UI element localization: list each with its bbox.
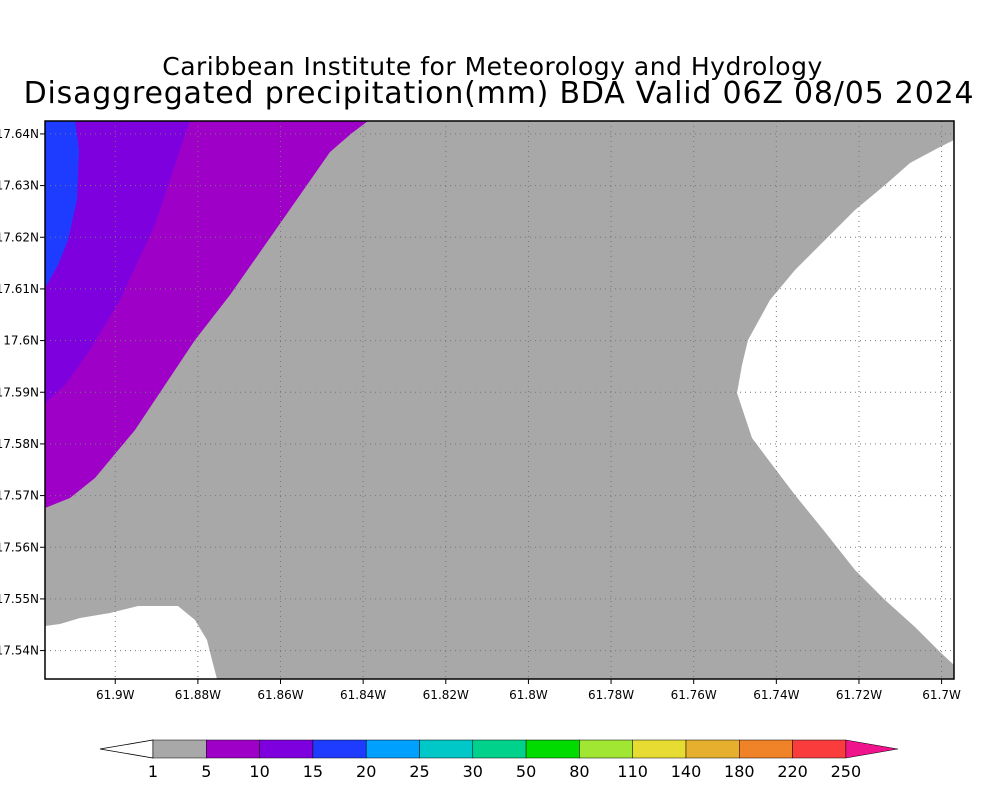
lon-tick-label: 61.88W — [175, 688, 221, 702]
lat-tick-label: 17.59N — [0, 385, 39, 399]
lat-tick-label: 17.54N — [0, 644, 39, 658]
lon-tick-label: 61.9W — [96, 688, 135, 702]
colorbar-level-label: 140 — [671, 762, 702, 781]
colorbar-level-label: 20 — [356, 762, 376, 781]
lon-tick-label: 61.7W — [922, 688, 961, 702]
colorbar-swatch — [206, 739, 260, 759]
lon-tick-label: 61.84W — [340, 688, 386, 702]
lon-tick-label: 61.74W — [753, 688, 799, 702]
region-15-20mm — [45, 121, 79, 288]
colorbar-swatch — [632, 739, 687, 759]
colorbar-under-triangle — [99, 739, 154, 759]
map-frame — [44, 120, 955, 680]
colorbar-level-label: 15 — [303, 762, 323, 781]
region-1-5mm — [45, 121, 954, 679]
colorbar-swatch — [472, 739, 527, 759]
colorbar-level-label: 25 — [409, 762, 429, 781]
colorbar-level-label: 50 — [516, 762, 536, 781]
colorbar-level-label: 180 — [724, 762, 755, 781]
colorbar-swatch — [579, 739, 633, 759]
colorbar-swatch — [259, 739, 314, 759]
chart-title-institute: Caribbean Institute for Meteorology and … — [162, 52, 823, 81]
chart-title-product: Disaggregated precipitation(mm) BDA Vali… — [23, 76, 975, 111]
colorbar-swatch — [312, 739, 367, 759]
grid-lines — [45, 121, 954, 679]
lon-tick-label: 61.78W — [588, 688, 634, 702]
colorbar-level-label: 1 — [148, 762, 158, 781]
colorbar-level-label: 110 — [617, 762, 648, 781]
lat-tick-label: 17.58N — [0, 437, 39, 451]
lat-tick-label: 17.55N — [0, 592, 39, 606]
lon-tick-label: 61.86W — [257, 688, 303, 702]
lat-tick-label: 17.6N — [3, 334, 39, 348]
lat-tick-label: 17.61N — [0, 282, 39, 296]
lat-tick-label: 17.64N — [0, 127, 39, 141]
region-10-15mm — [45, 121, 190, 403]
colorbar-level-label: 220 — [777, 762, 808, 781]
colorbar-swatch — [792, 739, 847, 759]
lon-tick-label: 61.82W — [423, 688, 469, 702]
lat-tick-label: 17.62N — [0, 230, 39, 244]
colorbar-over-triangle — [845, 739, 898, 759]
colorbar-swatch — [419, 739, 474, 759]
colorbar-swatch — [152, 739, 207, 759]
colorbar-swatch — [525, 739, 580, 759]
colorbar-level-label: 80 — [569, 762, 589, 781]
colorbar-legend: 1 5 10 15 20 25 30 50 80 110 140 180 220 250 — [99, 739, 898, 781]
colorbar-swatch — [365, 739, 420, 759]
colorbar-level-label: 30 — [463, 762, 483, 781]
colorbar-level-label: 10 — [249, 762, 269, 781]
lon-tick-label: 61.8W — [509, 688, 548, 702]
colorbar-level-label: 5 — [201, 762, 211, 781]
lon-tick-label: 61.72W — [836, 688, 882, 702]
colorbar-swatch — [685, 739, 740, 759]
colorbar-level-label: 250 — [831, 762, 862, 781]
lat-tick-label: 17.63N — [0, 179, 39, 193]
lon-tick-label: 61.76W — [671, 688, 717, 702]
colorbar-swatch — [739, 739, 793, 759]
lat-tick-label: 17.56N — [0, 540, 39, 554]
lat-tick-label: 17.57N — [0, 489, 39, 503]
